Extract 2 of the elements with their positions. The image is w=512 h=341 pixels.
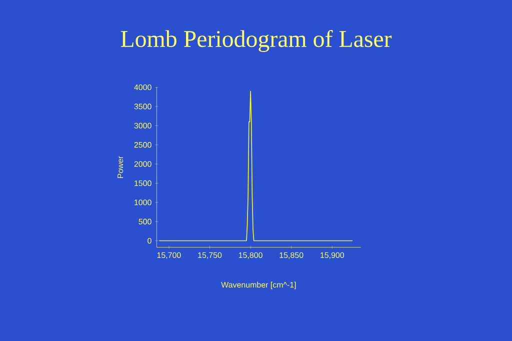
chart-title: Lomb Periodogram of Laser xyxy=(120,30,392,52)
line-series xyxy=(158,90,353,242)
